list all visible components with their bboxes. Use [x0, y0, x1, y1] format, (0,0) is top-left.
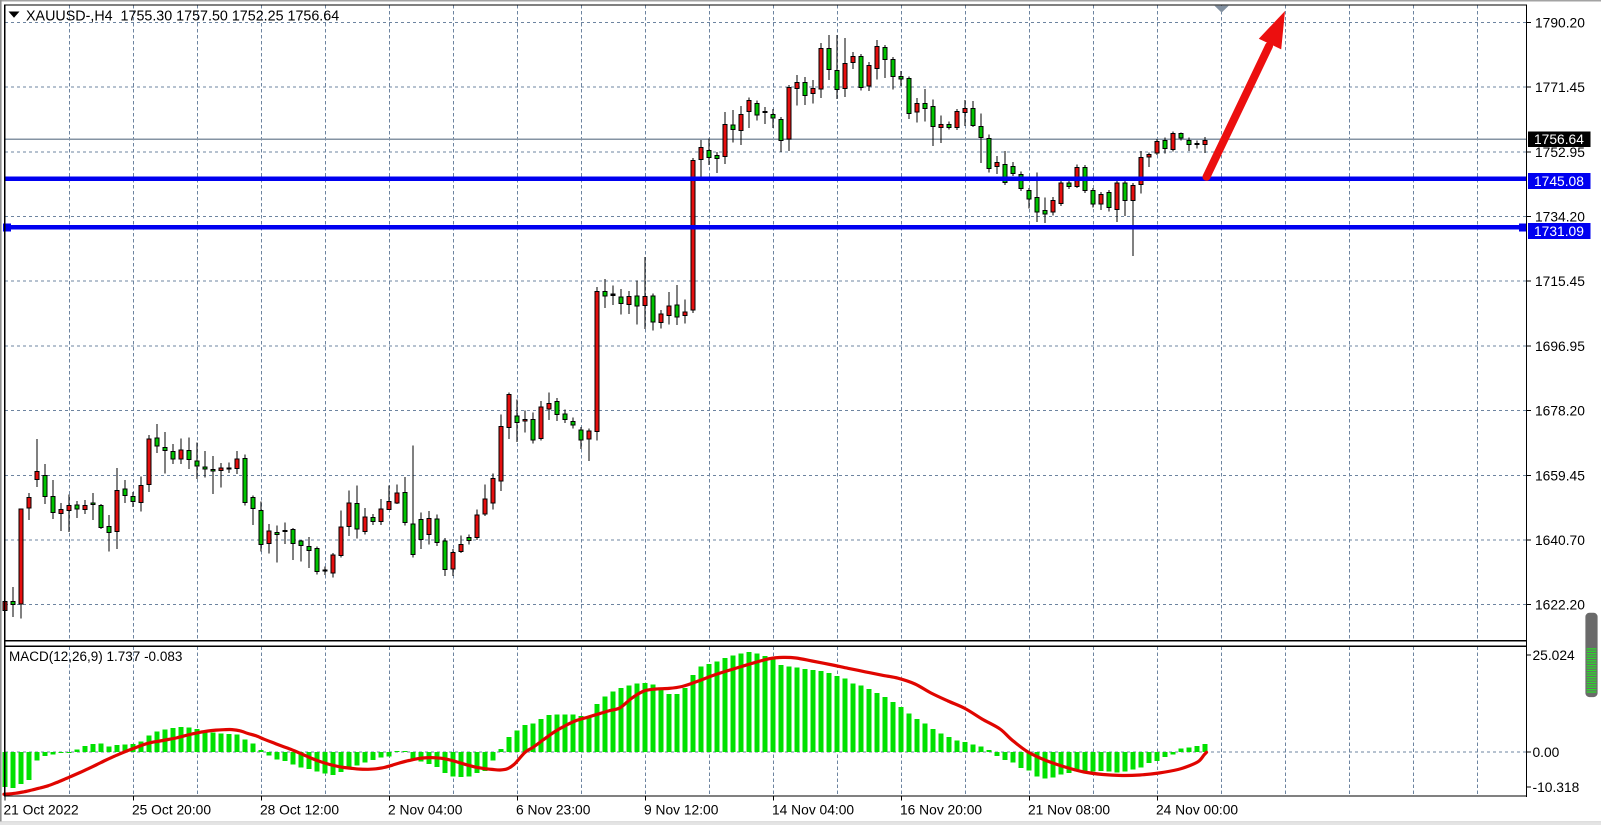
svg-text:1659.45: 1659.45: [1535, 468, 1585, 483]
svg-text:1731.09: 1731.09: [1534, 224, 1584, 239]
svg-text:1622.20: 1622.20: [1535, 598, 1585, 613]
svg-text:1790.20: 1790.20: [1535, 15, 1585, 30]
svg-text:-10.318: -10.318: [1533, 780, 1580, 795]
svg-text:25.024: 25.024: [1533, 648, 1576, 663]
svg-text:1678.20: 1678.20: [1535, 404, 1585, 419]
svg-text:1745.08: 1745.08: [1534, 174, 1584, 189]
svg-text:XAUUSD-,H4 1755.30 1757.50 17: XAUUSD-,H4 1755.30 1757.50 1752.25 1756.…: [26, 9, 339, 25]
svg-text:16 Nov 20:00: 16 Nov 20:00: [900, 802, 982, 817]
svg-text:9 Nov 12:00: 9 Nov 12:00: [644, 802, 719, 817]
svg-text:14 Nov 04:00: 14 Nov 04:00: [772, 802, 854, 817]
svg-text:1752.95: 1752.95: [1535, 145, 1585, 160]
svg-text:25 Oct 20:00: 25 Oct 20:00: [132, 802, 211, 817]
svg-text:0.00: 0.00: [1533, 745, 1560, 760]
svg-text:6 Nov 23:00: 6 Nov 23:00: [516, 802, 591, 817]
svg-text:21 Oct 2022: 21 Oct 2022: [4, 802, 79, 817]
svg-text:1640.70: 1640.70: [1535, 533, 1585, 548]
svg-text:1756.64: 1756.64: [1534, 132, 1584, 147]
svg-text:1715.45: 1715.45: [1535, 274, 1585, 289]
svg-text:21 Nov 08:00: 21 Nov 08:00: [1028, 802, 1110, 817]
svg-text:2 Nov 04:00: 2 Nov 04:00: [388, 802, 463, 817]
svg-text:28 Oct 12:00: 28 Oct 12:00: [260, 802, 339, 817]
svg-text:1734.20: 1734.20: [1535, 210, 1585, 225]
svg-text:24 Nov 00:00: 24 Nov 00:00: [1156, 802, 1238, 817]
svg-text:MACD(12,26,9) 1.737 -0.083: MACD(12,26,9) 1.737 -0.083: [9, 649, 182, 664]
svg-text:1696.95: 1696.95: [1535, 339, 1585, 354]
svg-text:1771.45: 1771.45: [1535, 80, 1585, 95]
